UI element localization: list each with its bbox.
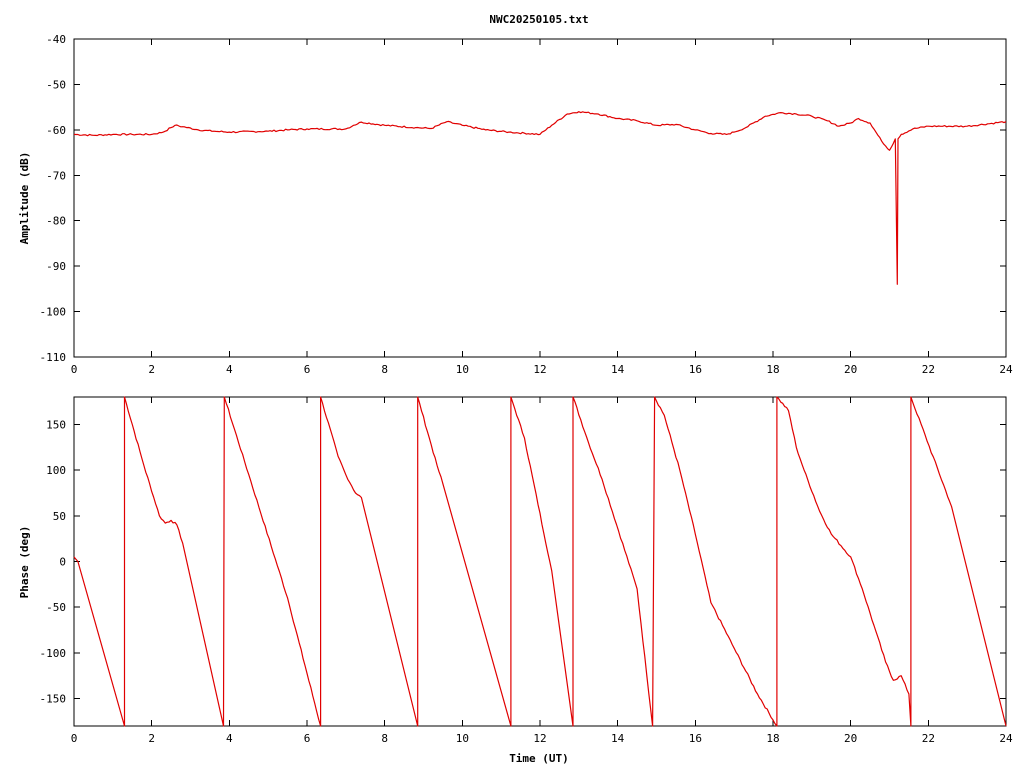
amplitude-x-tick-label: 4 [226,363,233,376]
phase-x-tick-label: 4 [226,732,233,745]
phase-x-tick-label: 0 [71,732,78,745]
amplitude-line [73,111,1007,285]
amplitude-series [73,111,1007,285]
phase-y-tick-label: 50 [53,510,66,523]
amplitude-y-tick-label: -80 [46,215,66,228]
phase-y-tick-label: -150 [40,693,67,706]
amplitude-x-tick-label: 8 [381,363,388,376]
amplitude-y-tick-label: -50 [46,78,66,91]
phase-x-tick-label: 12 [533,732,546,745]
phase-y-axis-label: Phase (deg) [18,526,31,599]
amplitude-y-axis-label: Amplitude (dB) [18,152,31,245]
phase-x-tick-label: 18 [766,732,779,745]
phase-y-tick-label: 150 [46,418,66,431]
amplitude-x-tick-label: 14 [611,363,625,376]
amplitude-y-tick-label: -60 [46,124,66,137]
phase-x-tick-label: 6 [304,732,311,745]
phase-plot-frame [73,396,1007,727]
amplitude-x-tick-label: 12 [533,363,546,376]
phase-x-tick-label: 10 [456,732,469,745]
amplitude-ticks: 0 2 4 6 8 10 12 14 16 18 20 22 24-40-50-60-70-80-90-… [40,33,1013,376]
phase-x-tick-label: 22 [922,732,935,745]
amplitude-x-tick-label: 20 [844,363,857,376]
phase-x-tick-label: 20 [844,732,857,745]
amplitude-x-tick-label: 16 [689,363,702,376]
phase-x-tick-label: 2 [148,732,155,745]
amplitude-x-tick-label: 22 [922,363,935,376]
time-x-axis-label: Time (UT) [509,752,569,765]
amplitude-x-tick-label: 2 [148,363,155,376]
phase-x-tick-label: 16 [689,732,702,745]
amplitude-panel: 0 2 4 6 8 10 12 14 16 18 20 22 24-40-50-60-70-80-90-… [18,33,1013,376]
phase-ticks: 0 2 4 6 8 10 12 14 16 18 20 22 24150100500-50-100-15… [40,397,1013,745]
phase-x-tick-label: 14 [611,732,625,745]
amplitude-y-tick-label: -110 [40,351,67,364]
phase-y-tick-label: -100 [40,647,67,660]
phase-line [73,396,1007,727]
amplitude-x-tick-label: 18 [766,363,779,376]
amplitude-x-tick-label: 10 [456,363,469,376]
amplitude-y-tick-label: -70 [46,169,66,182]
phase-series [73,396,1007,727]
amplitude-x-tick-label: 6 [304,363,311,376]
amplitude-y-tick-label: -100 [40,306,67,319]
amplitude-y-tick-label: -40 [46,33,66,46]
amplitude-plot-frame [73,38,1007,358]
chart-title: NWC20250105.txt [489,13,588,26]
phase-x-tick-label: 8 [381,732,388,745]
amplitude-x-tick-label: 24 [999,363,1013,376]
phase-y-tick-label: 100 [46,464,66,477]
amplitude-y-tick-label: -90 [46,260,66,273]
phase-y-tick-label: -50 [46,601,66,614]
amplitude-x-tick-label: 0 [71,363,78,376]
phase-panel: 0 2 4 6 8 10 12 14 16 18 20 22 24150100500-50-100-15… [18,396,1013,765]
phase-y-tick-label: 0 [59,556,66,569]
phase-x-tick-label: 24 [999,732,1013,745]
